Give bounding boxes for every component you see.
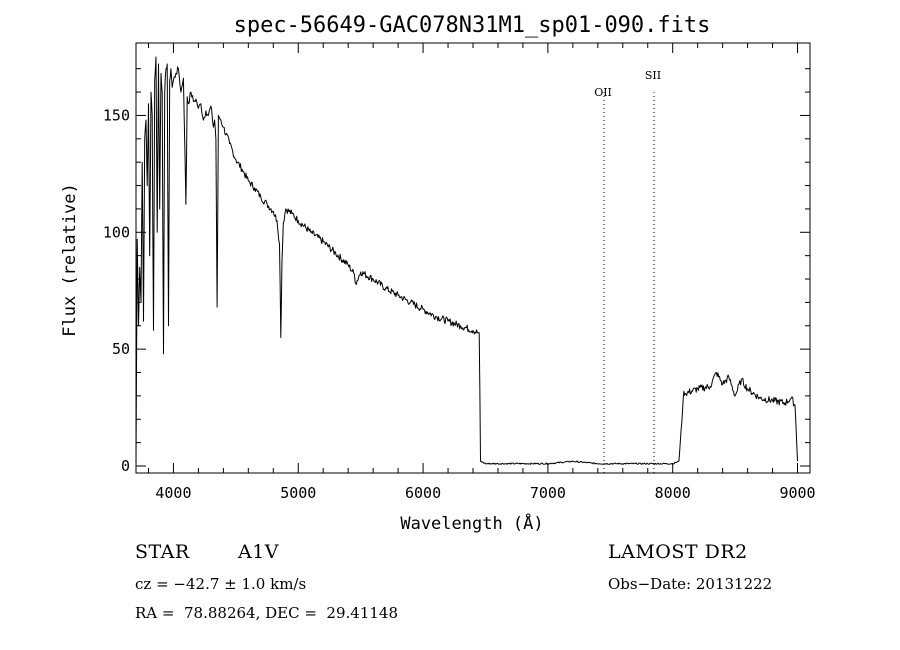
y-tick-label: 0 [121,457,130,475]
x-tick-label: 4000 [155,484,191,502]
survey-label: LAMOST DR2 [608,541,748,563]
x-tick-label: 6000 [405,484,441,502]
y-axis-label: Flux (relative) [60,183,80,337]
coordinates: RA = 78.88264, DEC = 29.41148 [135,604,399,622]
x-tick-label: 7000 [530,484,566,502]
x-tick-label: 8000 [655,484,691,502]
x-tick-label: 5000 [280,484,316,502]
plot-frame [135,42,811,474]
x-tick-label: 9000 [779,484,815,502]
spectrum-line [135,56,798,467]
object-class: STAR [135,541,190,563]
emission-label-oii: OII [594,86,612,99]
obs-date: Obs−Date: 20131222 [608,575,773,593]
emission-label-sii: SII [645,69,661,82]
redshift-cz: cz = −42.7 ± 1.0 km/s [135,575,307,593]
y-tick-label: 100 [103,223,130,241]
y-tick-label: 50 [112,340,130,358]
y-tick-label: 150 [103,106,130,124]
object-subclass: A1V [238,541,280,563]
x-axis-label: Wavelength (Å) [400,512,543,534]
chart-title: spec-56649-GAC078N31M1_sp01-090.fits [234,13,711,38]
